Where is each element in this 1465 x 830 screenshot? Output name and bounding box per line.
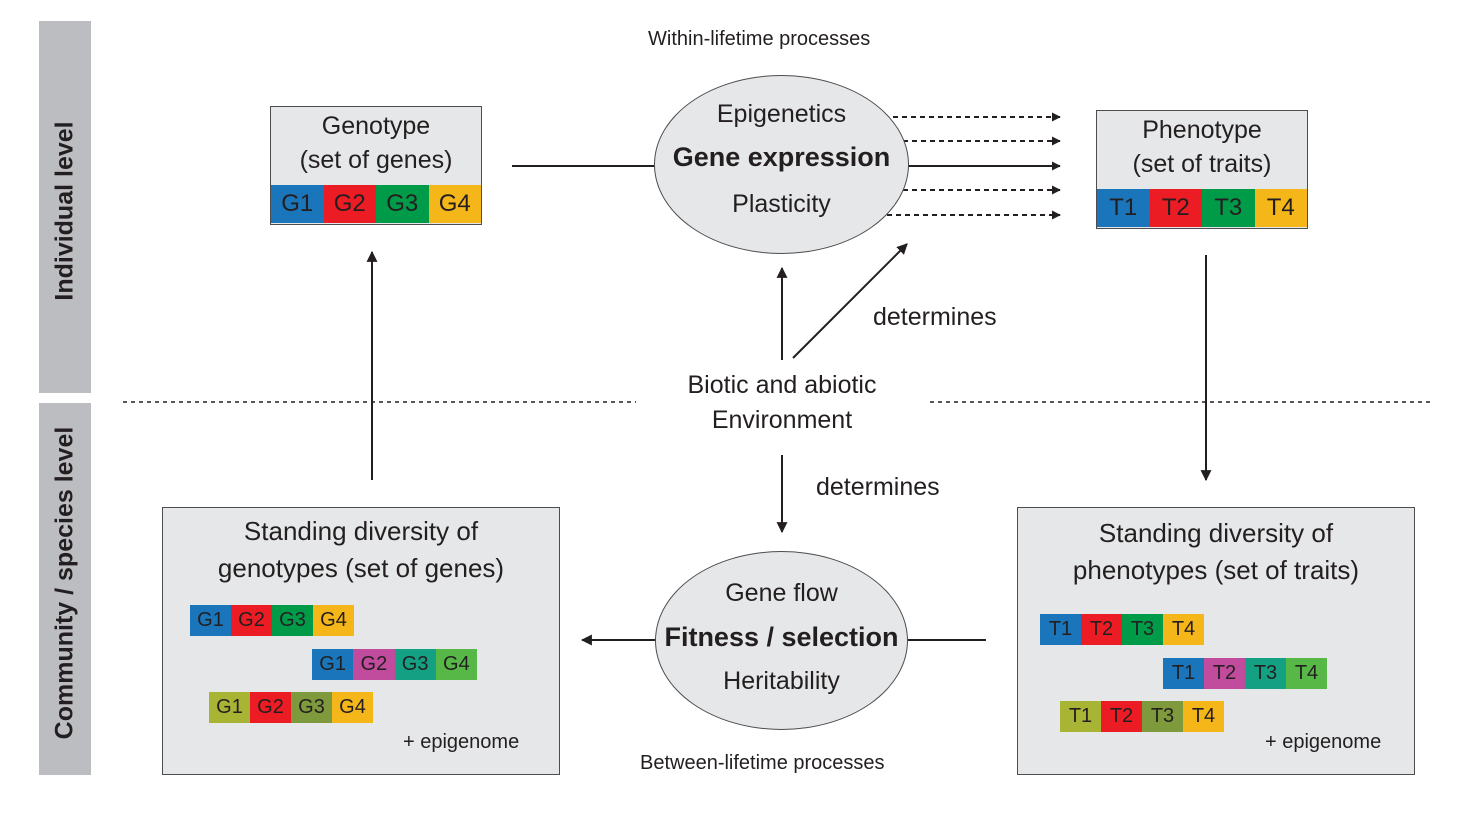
gene-cell: G3 <box>376 185 429 223</box>
phenotype-box: Phenotype (set of traits) T1 T2 T3 T4 <box>1096 110 1308 229</box>
trait-cell: T3 <box>1202 189 1255 227</box>
trait-cell: T4 <box>1286 658 1327 689</box>
trait-cell: T2 <box>1204 658 1245 689</box>
gene-cell: G4 <box>313 605 354 636</box>
environment-line-2: Environment <box>711 406 853 434</box>
epigenetics-label: Epigenetics <box>716 100 847 128</box>
fitness-selection-oval: Gene flow Fitness / selection Heritabili… <box>655 551 908 730</box>
gene-cell: G2 <box>231 605 272 636</box>
phenotype-diversity-row: T1 T2 T3 T4 <box>1060 701 1224 732</box>
gene-cell: G1 <box>312 649 354 680</box>
genotype-diversity-box: Standing diversity of genotypes (set of … <box>162 507 560 775</box>
trait-cell: T1 <box>1097 189 1150 227</box>
genotype-subtitle: (set of genes) <box>299 146 453 174</box>
environment-diagonal-arrow <box>792 243 908 359</box>
gene-cell: G4 <box>428 185 481 223</box>
phenotype-subtitle: (set of traits) <box>1132 150 1272 178</box>
trait-cell: T4 <box>1183 701 1224 732</box>
phenotype-diversity-row: T1 T2 T3 T4 <box>1163 658 1327 689</box>
genotype-diversity-title: Standing diversity of <box>243 516 479 546</box>
trait-cell: T1 <box>1060 701 1101 732</box>
between-lifetime-heading: Between-lifetime processes <box>640 752 885 774</box>
trait-cell: T2 <box>1149 189 1202 227</box>
genotype-diversity-row: G1 G2 G3 G4 <box>312 649 477 680</box>
gene-cell: G3 <box>291 692 332 723</box>
community-level-bar <box>39 403 91 775</box>
genotype-title: Genotype <box>321 112 431 140</box>
trait-cell: T4 <box>1254 189 1307 227</box>
gene-expression-oval: Epigenetics Gene expression Plasticity <box>654 75 909 254</box>
genotype-diversity-row: G1 G2 G3 G4 <box>209 692 373 723</box>
phenotype-diversity-box: Standing diversity of phenotypes (set of… <box>1017 507 1415 775</box>
community-level-label: Community / species level <box>50 426 79 740</box>
genotype-diversity-subtitle: genotypes (set of genes) <box>217 553 505 583</box>
trait-cell: T1 <box>1040 614 1081 645</box>
trait-cell: T2 <box>1101 701 1142 732</box>
trait-cell: T3 <box>1245 658 1286 689</box>
gene-expression-label: Gene expression <box>672 142 891 172</box>
gene-cell: G4 <box>332 692 373 723</box>
gene-cell: G2 <box>323 185 376 223</box>
individual-level-bar <box>39 21 91 393</box>
individual-level-label: Individual level <box>50 121 79 301</box>
trait-cell: T2 <box>1081 614 1122 645</box>
trait-cell: T3 <box>1142 701 1183 732</box>
gene-cell: G1 <box>209 692 250 723</box>
gene-cell: G2 <box>250 692 291 723</box>
phenotype-diversity-subtitle: phenotypes (set of traits) <box>1072 555 1360 585</box>
phenotype-title: Phenotype <box>1142 116 1262 144</box>
genotype-diversity-row: G1 G2 G3 G4 <box>190 605 354 636</box>
determines-lower-label: determines <box>816 473 940 501</box>
phenotype-epigenome-note: + epigenome <box>1265 731 1382 753</box>
fitness-selection-label: Fitness / selection <box>664 622 899 652</box>
gene-cell: G1 <box>190 605 231 636</box>
trait-cell: T4 <box>1163 614 1204 645</box>
environment-line-1: Biotic and abiotic <box>687 371 877 399</box>
phenotype-diversity-title: Standing diversity of <box>1098 518 1334 548</box>
genotype-box: Genotype (set of genes) G1 G2 G3 G4 <box>270 106 482 225</box>
genotype-epigenome-note: + epigenome <box>403 731 520 753</box>
within-lifetime-heading: Within-lifetime processes <box>648 28 871 50</box>
genotype-gene-strip: G1 G2 G3 G4 <box>271 185 481 223</box>
gene-cell: G1 <box>271 185 324 223</box>
environment-label: Biotic and abiotic Environment <box>650 368 914 438</box>
gene-cell: G2 <box>353 649 395 680</box>
phenotype-trait-strip: T1 T2 T3 T4 <box>1097 189 1307 227</box>
gene-cell: G3 <box>272 605 313 636</box>
trait-cell: T1 <box>1163 658 1204 689</box>
determines-upper-label: determines <box>873 303 997 331</box>
gene-flow-label: Gene flow <box>725 579 838 607</box>
gene-cell: G3 <box>394 649 436 680</box>
trait-cell: T3 <box>1122 614 1163 645</box>
plasticity-label: Plasticity <box>732 190 831 218</box>
heritability-label: Heritability <box>723 667 840 695</box>
gene-cell: G4 <box>435 649 477 680</box>
phenotype-diversity-row: T1 T2 T3 T4 <box>1040 614 1204 645</box>
